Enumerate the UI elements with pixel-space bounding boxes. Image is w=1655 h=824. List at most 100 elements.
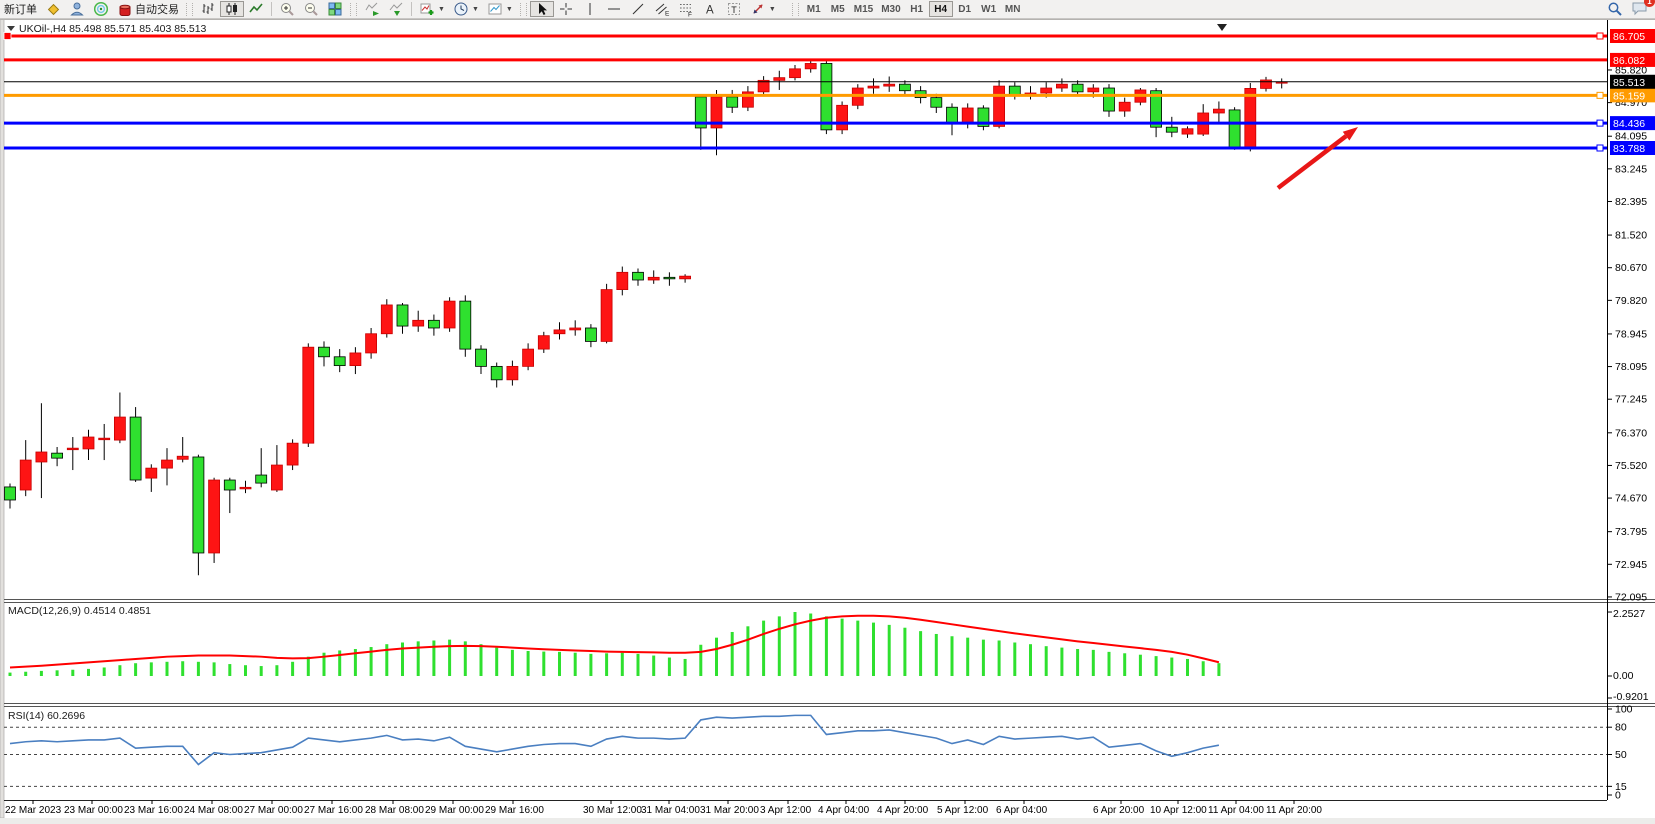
timeframe-MN[interactable]: MN (1001, 1, 1025, 17)
timeframe-W1[interactable]: W1 (977, 1, 1001, 17)
candle-up (506, 365, 519, 381)
timeframe-H1[interactable]: H1 (905, 1, 929, 17)
price-tick-label: 77.245 (1615, 394, 1647, 406)
candle-up (161, 459, 173, 469)
timeframe-H4[interactable]: H4 (928, 1, 953, 17)
zoom-out-button[interactable] (299, 1, 323, 17)
search-icon[interactable] (1607, 1, 1623, 17)
annotations[interactable] (1217, 24, 1358, 190)
candle-down (930, 97, 943, 108)
macd-axis-zero-label: 0.00 (1613, 670, 1634, 682)
one-click-trading-toggle-icon[interactable] (7, 26, 15, 31)
zoom-in-button[interactable] (275, 1, 299, 17)
bid-badge-label: 85.513 (1613, 77, 1645, 89)
candle-up (883, 83, 896, 87)
trend-arrow-head[interactable] (1342, 127, 1358, 141)
auto-trading-icon (119, 4, 131, 16)
hline-badge (1610, 29, 1655, 43)
hline-right-handle[interactable] (1596, 144, 1604, 152)
hline-right-handle[interactable] (1596, 91, 1604, 99)
hline-right-handle[interactable] (1596, 119, 1604, 127)
macd-axis-min-label: -0.9201 (1613, 691, 1649, 703)
horizontal-line-objects[interactable] (3, 32, 1607, 152)
candle-up (616, 271, 629, 290)
candle-up (82, 436, 95, 450)
candle-up (789, 68, 801, 79)
market-watch-button[interactable] (41, 1, 65, 17)
zoom-out-icon (305, 3, 318, 16)
text-label-tool-button[interactable]: T (722, 1, 746, 17)
timeframe-M5[interactable]: M5 (826, 1, 850, 17)
tile-windows-button[interactable] (323, 1, 347, 17)
hline-right-handle[interactable] (1596, 32, 1604, 40)
auto-trading-button[interactable]: 自动交易 (113, 1, 183, 17)
chevron-down-icon[interactable]: ▼ (438, 5, 445, 13)
timeframe-D1[interactable]: D1 (953, 1, 977, 17)
shapes-tool-button[interactable]: ▼ (746, 1, 780, 17)
candle-up (742, 91, 754, 108)
chart-shift-button[interactable] (384, 1, 408, 17)
chart-background (0, 18, 1655, 824)
candle-down (899, 83, 911, 92)
line-chart-button[interactable] (244, 1, 268, 17)
candle-up (443, 300, 456, 329)
cursor-icon (538, 3, 547, 15)
time-axis-label: 11 Apr 20:00 (1266, 805, 1322, 816)
candle-up (993, 85, 1005, 127)
candle-up (365, 333, 378, 354)
candle-up (1181, 128, 1194, 135)
timeframe-M15[interactable]: M15 (850, 1, 877, 17)
auto-scroll-button[interactable] (360, 1, 384, 17)
candle-down (396, 304, 409, 327)
price-tick-label: 79.820 (1615, 295, 1647, 307)
bid-badge (1610, 74, 1655, 89)
price-tick-label: 74.670 (1615, 493, 1647, 505)
candlestick-chart-button[interactable] (220, 1, 244, 17)
candle-down (1071, 83, 1084, 93)
price-tick-label: 80.670 (1615, 262, 1647, 274)
rsi-indicator-label: RSI(14) 60.2696 (8, 710, 85, 722)
navigator-button[interactable] (65, 1, 89, 17)
auto-trading-label: 自动交易 (135, 4, 179, 16)
candle-down (255, 474, 268, 484)
channel-tool-button[interactable]: E (650, 1, 674, 17)
hline-badge (1610, 52, 1655, 67)
hline-left-handle[interactable] (3, 32, 12, 40)
candle-down (977, 107, 990, 127)
timeframe-M30[interactable]: M30 (877, 1, 904, 17)
candle-down (475, 348, 487, 367)
candle-up (1244, 88, 1257, 150)
trendline-tool-button[interactable] (626, 1, 650, 17)
market-watch-icon (47, 3, 60, 16)
templates-button[interactable]: ▼ (483, 1, 517, 17)
new-order-button[interactable]: 新订单 (0, 1, 41, 17)
periods-button[interactable]: ▼ (449, 1, 483, 17)
candle-up (1213, 108, 1225, 114)
cursor-tool-button[interactable] (529, 1, 554, 17)
candle-down (1165, 126, 1178, 133)
time-axis-label: 5 Apr 12:00 (937, 805, 989, 816)
crosshair-tool-button[interactable] (554, 1, 578, 17)
timeframe-toolbar: M1 M5 M15 M30 H1 H4 D1 W1 MN (802, 0, 1025, 18)
fibonacci-tool-button[interactable]: F (674, 1, 698, 17)
trend-arrow-annotation[interactable] (1276, 134, 1348, 190)
hline-badge-label: 84.436 (1613, 118, 1645, 130)
timeframe-M1[interactable]: M1 (802, 1, 826, 17)
chevron-down-icon[interactable]: ▼ (505, 5, 513, 13)
horizontal-line-tool-button[interactable] (602, 1, 626, 17)
chevron-down-icon[interactable]: ▼ (768, 5, 776, 13)
text-tool-button[interactable]: A (698, 1, 722, 17)
vertical-line-tool-button[interactable] (578, 1, 602, 17)
rsi-pane: 100 80 50 150 (4, 704, 1633, 802)
bar-chart-button[interactable] (196, 1, 220, 17)
notifications-button[interactable]: 1 (1631, 0, 1655, 19)
clock-icon (454, 2, 468, 16)
candle-down (223, 479, 236, 491)
candle-up (270, 464, 283, 491)
crosshair-icon (559, 3, 572, 15)
signals-button[interactable] (89, 1, 113, 17)
chevron-down-icon[interactable]: ▼ (471, 5, 479, 13)
add-indicator-button[interactable]: ▼ (415, 1, 449, 17)
